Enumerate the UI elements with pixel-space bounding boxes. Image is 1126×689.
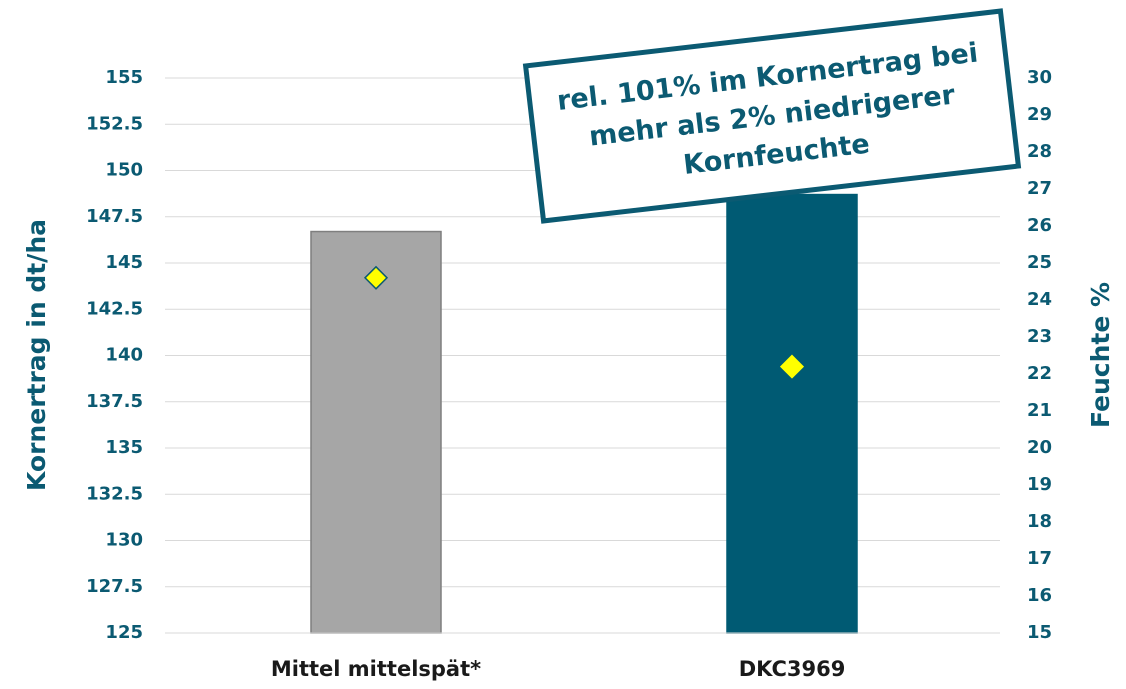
x-tick-label: Mittel mittelspät* [271, 657, 481, 681]
y2-tick-label: 30 [1027, 67, 1052, 88]
y-tick-label: 155 [105, 67, 143, 88]
y-tick-label: 150 [105, 160, 143, 181]
y-tick-label: 132.5 [86, 483, 143, 504]
bar [310, 230, 442, 634]
y-tick-label: 142.5 [86, 298, 143, 319]
x-tick-label: DKC3969 [739, 657, 846, 681]
y2-tick-label: 28 [1027, 141, 1052, 162]
y-tick-label: 147.5 [86, 206, 143, 227]
y2-tick-label: 19 [1027, 474, 1052, 495]
y2-tick-label: 29 [1027, 104, 1052, 125]
marker [779, 354, 805, 379]
y2-axis-label: Feuchte % [1086, 282, 1115, 428]
y2-tick-label: 16 [1027, 585, 1052, 606]
y2-tick-label: 21 [1027, 400, 1052, 421]
annotation-box [522, 8, 1022, 224]
y2-tick-label: 15 [1027, 622, 1052, 643]
y-tick-label: 130 [105, 530, 143, 551]
y-tick-label: 135 [105, 437, 143, 458]
y-tick-label: 137.5 [86, 391, 143, 412]
marker [363, 265, 389, 290]
y2-tick-label: 27 [1027, 178, 1052, 199]
y2-tick-label: 26 [1027, 215, 1052, 236]
y2-tick-label: 24 [1027, 289, 1052, 310]
y-tick-label: 125 [105, 622, 143, 643]
y2-tick-label: 25 [1027, 252, 1052, 273]
bar [726, 193, 858, 634]
y-tick-label: 145 [105, 252, 143, 273]
y2-tick-label: 23 [1027, 326, 1052, 347]
y-tick-label: 140 [105, 345, 143, 366]
y2-tick-label: 17 [1027, 548, 1052, 569]
y2-tick-label: 20 [1027, 437, 1052, 458]
y2-tick-label: 22 [1027, 363, 1052, 384]
y-axis-label: Kornertrag in dt/ha [22, 219, 51, 491]
y-tick-label: 152.5 [86, 113, 143, 134]
y-tick-label: 127.5 [86, 576, 143, 597]
y2-tick-label: 18 [1027, 511, 1052, 532]
